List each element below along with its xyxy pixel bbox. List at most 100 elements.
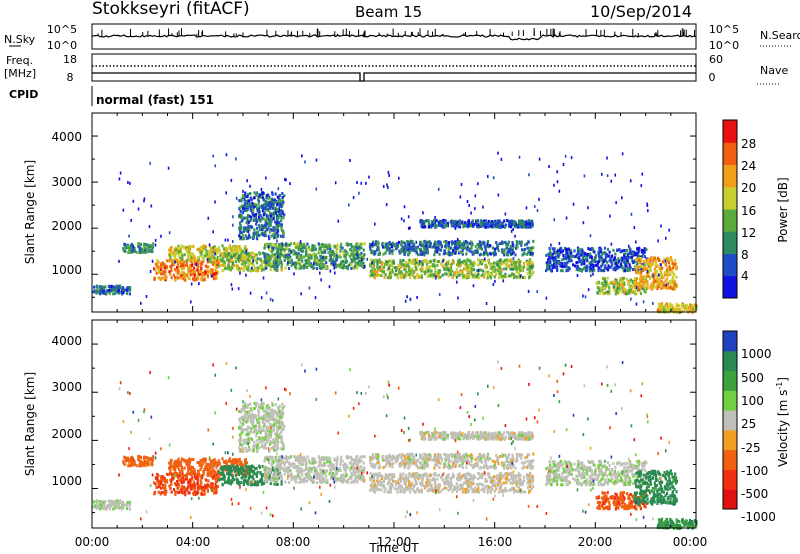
power-cell xyxy=(489,276,492,280)
power-cell xyxy=(383,262,386,266)
power-cell xyxy=(168,231,171,235)
power-cell xyxy=(636,288,640,292)
power-cell xyxy=(278,202,281,206)
power-cell xyxy=(422,260,425,264)
power-cell xyxy=(468,259,471,263)
power-cell xyxy=(497,249,500,253)
power-cell xyxy=(122,249,126,253)
power-cell xyxy=(361,264,364,268)
power-cell xyxy=(273,198,276,202)
power-cell xyxy=(388,259,391,263)
power-cell xyxy=(121,292,124,296)
power-cell xyxy=(454,221,458,225)
power-cell xyxy=(325,243,328,247)
power-cbar-tick-20: 20 xyxy=(741,181,756,195)
power-cell xyxy=(245,267,249,271)
power-cell xyxy=(427,269,430,273)
power-cell xyxy=(669,279,672,283)
power-cell xyxy=(476,219,480,223)
power-cell xyxy=(566,253,570,257)
power-cell xyxy=(206,255,210,259)
power-cell xyxy=(463,243,466,247)
power-cell xyxy=(256,218,259,222)
power-cell xyxy=(415,267,418,271)
power-cell xyxy=(285,244,288,248)
power-cell xyxy=(322,265,325,269)
power-cell xyxy=(157,260,160,264)
power-cell xyxy=(279,248,282,252)
power-cell xyxy=(128,246,131,250)
power-cell xyxy=(399,258,402,262)
power-cell xyxy=(375,259,378,263)
power-cell xyxy=(355,256,358,260)
power-cell xyxy=(249,208,253,212)
power-cell xyxy=(560,265,564,269)
power-cell xyxy=(231,287,234,291)
power-cell xyxy=(449,269,452,273)
power-cell xyxy=(530,249,533,253)
power-cell xyxy=(204,245,208,249)
power-cell xyxy=(371,266,374,270)
power-cell xyxy=(402,250,405,254)
power-cell xyxy=(497,269,500,273)
power-cell xyxy=(233,256,236,260)
power-cell xyxy=(204,270,207,274)
power-cell xyxy=(276,261,280,265)
power-cell xyxy=(130,243,133,247)
power-cell xyxy=(477,223,480,227)
power-cell xyxy=(196,247,199,251)
power-cell xyxy=(597,251,600,255)
power-cell xyxy=(634,251,637,255)
power-cell xyxy=(275,221,278,225)
power-cell xyxy=(425,219,428,223)
power-cell xyxy=(666,256,669,260)
power-cell xyxy=(479,246,482,250)
power-cell xyxy=(255,218,257,222)
power-cell xyxy=(671,275,674,279)
power-cell xyxy=(276,249,279,253)
power-cell xyxy=(431,275,434,279)
power-cell xyxy=(666,307,670,311)
power-cell xyxy=(635,286,638,290)
power-cell xyxy=(240,213,243,217)
cpid-label: CPID xyxy=(9,88,38,101)
power-cell xyxy=(646,209,649,213)
power-cbar-tick-16: 16 xyxy=(741,204,756,218)
power-cell xyxy=(273,228,276,232)
power-cell xyxy=(670,305,673,309)
power-cell xyxy=(486,273,489,277)
power-cell xyxy=(614,262,618,266)
velocity-cell xyxy=(151,458,155,462)
power-cell xyxy=(608,286,611,290)
power-cell xyxy=(429,241,432,245)
power-cell xyxy=(657,239,659,243)
power-cell xyxy=(639,276,642,280)
power-cell xyxy=(204,252,207,256)
power-cell xyxy=(326,267,329,271)
power-cell xyxy=(404,244,407,248)
power-cell xyxy=(538,157,541,161)
power-cell xyxy=(269,227,272,231)
power-cell xyxy=(484,225,487,229)
power-cell xyxy=(263,202,266,206)
power-cell xyxy=(278,255,281,259)
power-cell xyxy=(240,216,244,220)
power-cell xyxy=(473,207,476,211)
power-cell xyxy=(671,266,675,270)
power-cell xyxy=(477,263,480,267)
power-cell xyxy=(247,264,250,268)
power-cell xyxy=(361,258,363,262)
power-cell xyxy=(557,251,560,255)
power-cell xyxy=(134,249,137,253)
power-cell xyxy=(623,282,626,286)
power-cell xyxy=(523,248,526,252)
power-cell xyxy=(299,244,302,248)
power-cell xyxy=(168,248,171,252)
power-cell xyxy=(509,274,512,278)
power-cell xyxy=(531,219,534,223)
power-cell xyxy=(272,211,276,215)
power-cell xyxy=(545,253,548,257)
power-cell xyxy=(478,253,481,257)
power-cell xyxy=(396,267,399,271)
power-cell xyxy=(492,225,495,229)
